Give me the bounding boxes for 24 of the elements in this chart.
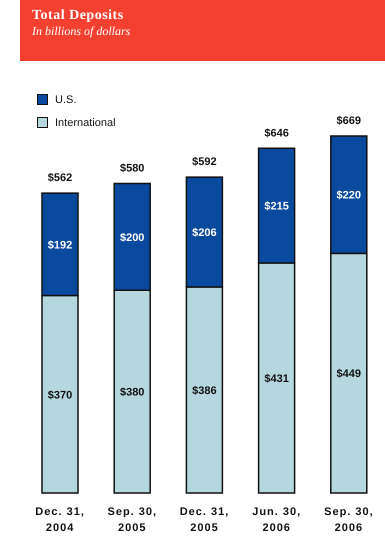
data-label: $200 [120, 232, 144, 244]
legend-label: U.S. [55, 94, 76, 106]
data-label: $215 [264, 200, 289, 213]
total-label: $646 [264, 127, 289, 140]
x-tick-label: Dec. 31, 2004 [35, 506, 85, 534]
data-label: $192 [48, 239, 72, 252]
data-label: $370 [48, 389, 72, 402]
chart-title: Total Deposits [32, 8, 124, 24]
total-label: $592 [192, 156, 217, 168]
x-tick-label: Jun. 30, 2006 [252, 506, 302, 534]
x-tick-label: Sep. 30, 2006 [324, 506, 374, 534]
chart-subtitle: In billions of dollars [32, 24, 130, 39]
data-label: $206 [192, 227, 217, 240]
data-label: $449 [336, 368, 362, 380]
x-tick-label: Dec. 31, 2005 [180, 506, 230, 534]
legend-label: International [55, 116, 116, 128]
x-tick-label: Sep. 30, 2005 [108, 506, 158, 534]
data-label: $380 [120, 386, 144, 399]
data-label: $386 [192, 385, 217, 398]
total-label: $562 [48, 172, 72, 184]
data-label: $220 [336, 190, 362, 202]
data-label: $431 [264, 373, 289, 385]
total-label: $669 [336, 115, 362, 127]
total-label: $580 [120, 162, 144, 174]
